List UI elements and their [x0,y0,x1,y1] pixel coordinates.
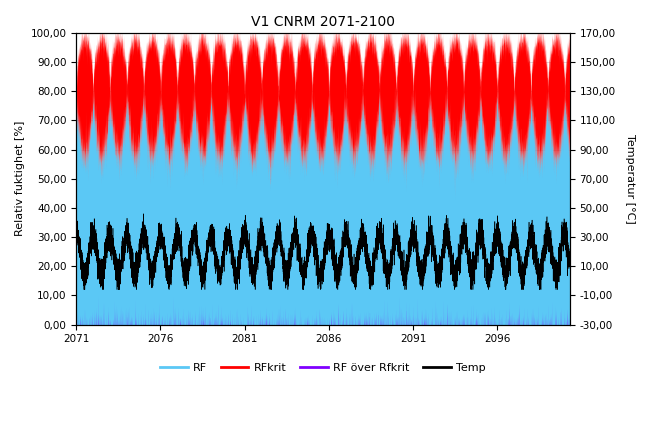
Y-axis label: Temperatur [°C]: Temperatur [°C] [625,134,635,224]
Legend: RF, RFkrit, RF över Rfkrit, Temp: RF, RFkrit, RF över Rfkrit, Temp [155,359,491,377]
Title: V1 CNRM 2071-2100: V1 CNRM 2071-2100 [251,15,395,29]
Y-axis label: Relativ fuktighet [%]: Relativ fuktighet [%] [15,121,25,236]
